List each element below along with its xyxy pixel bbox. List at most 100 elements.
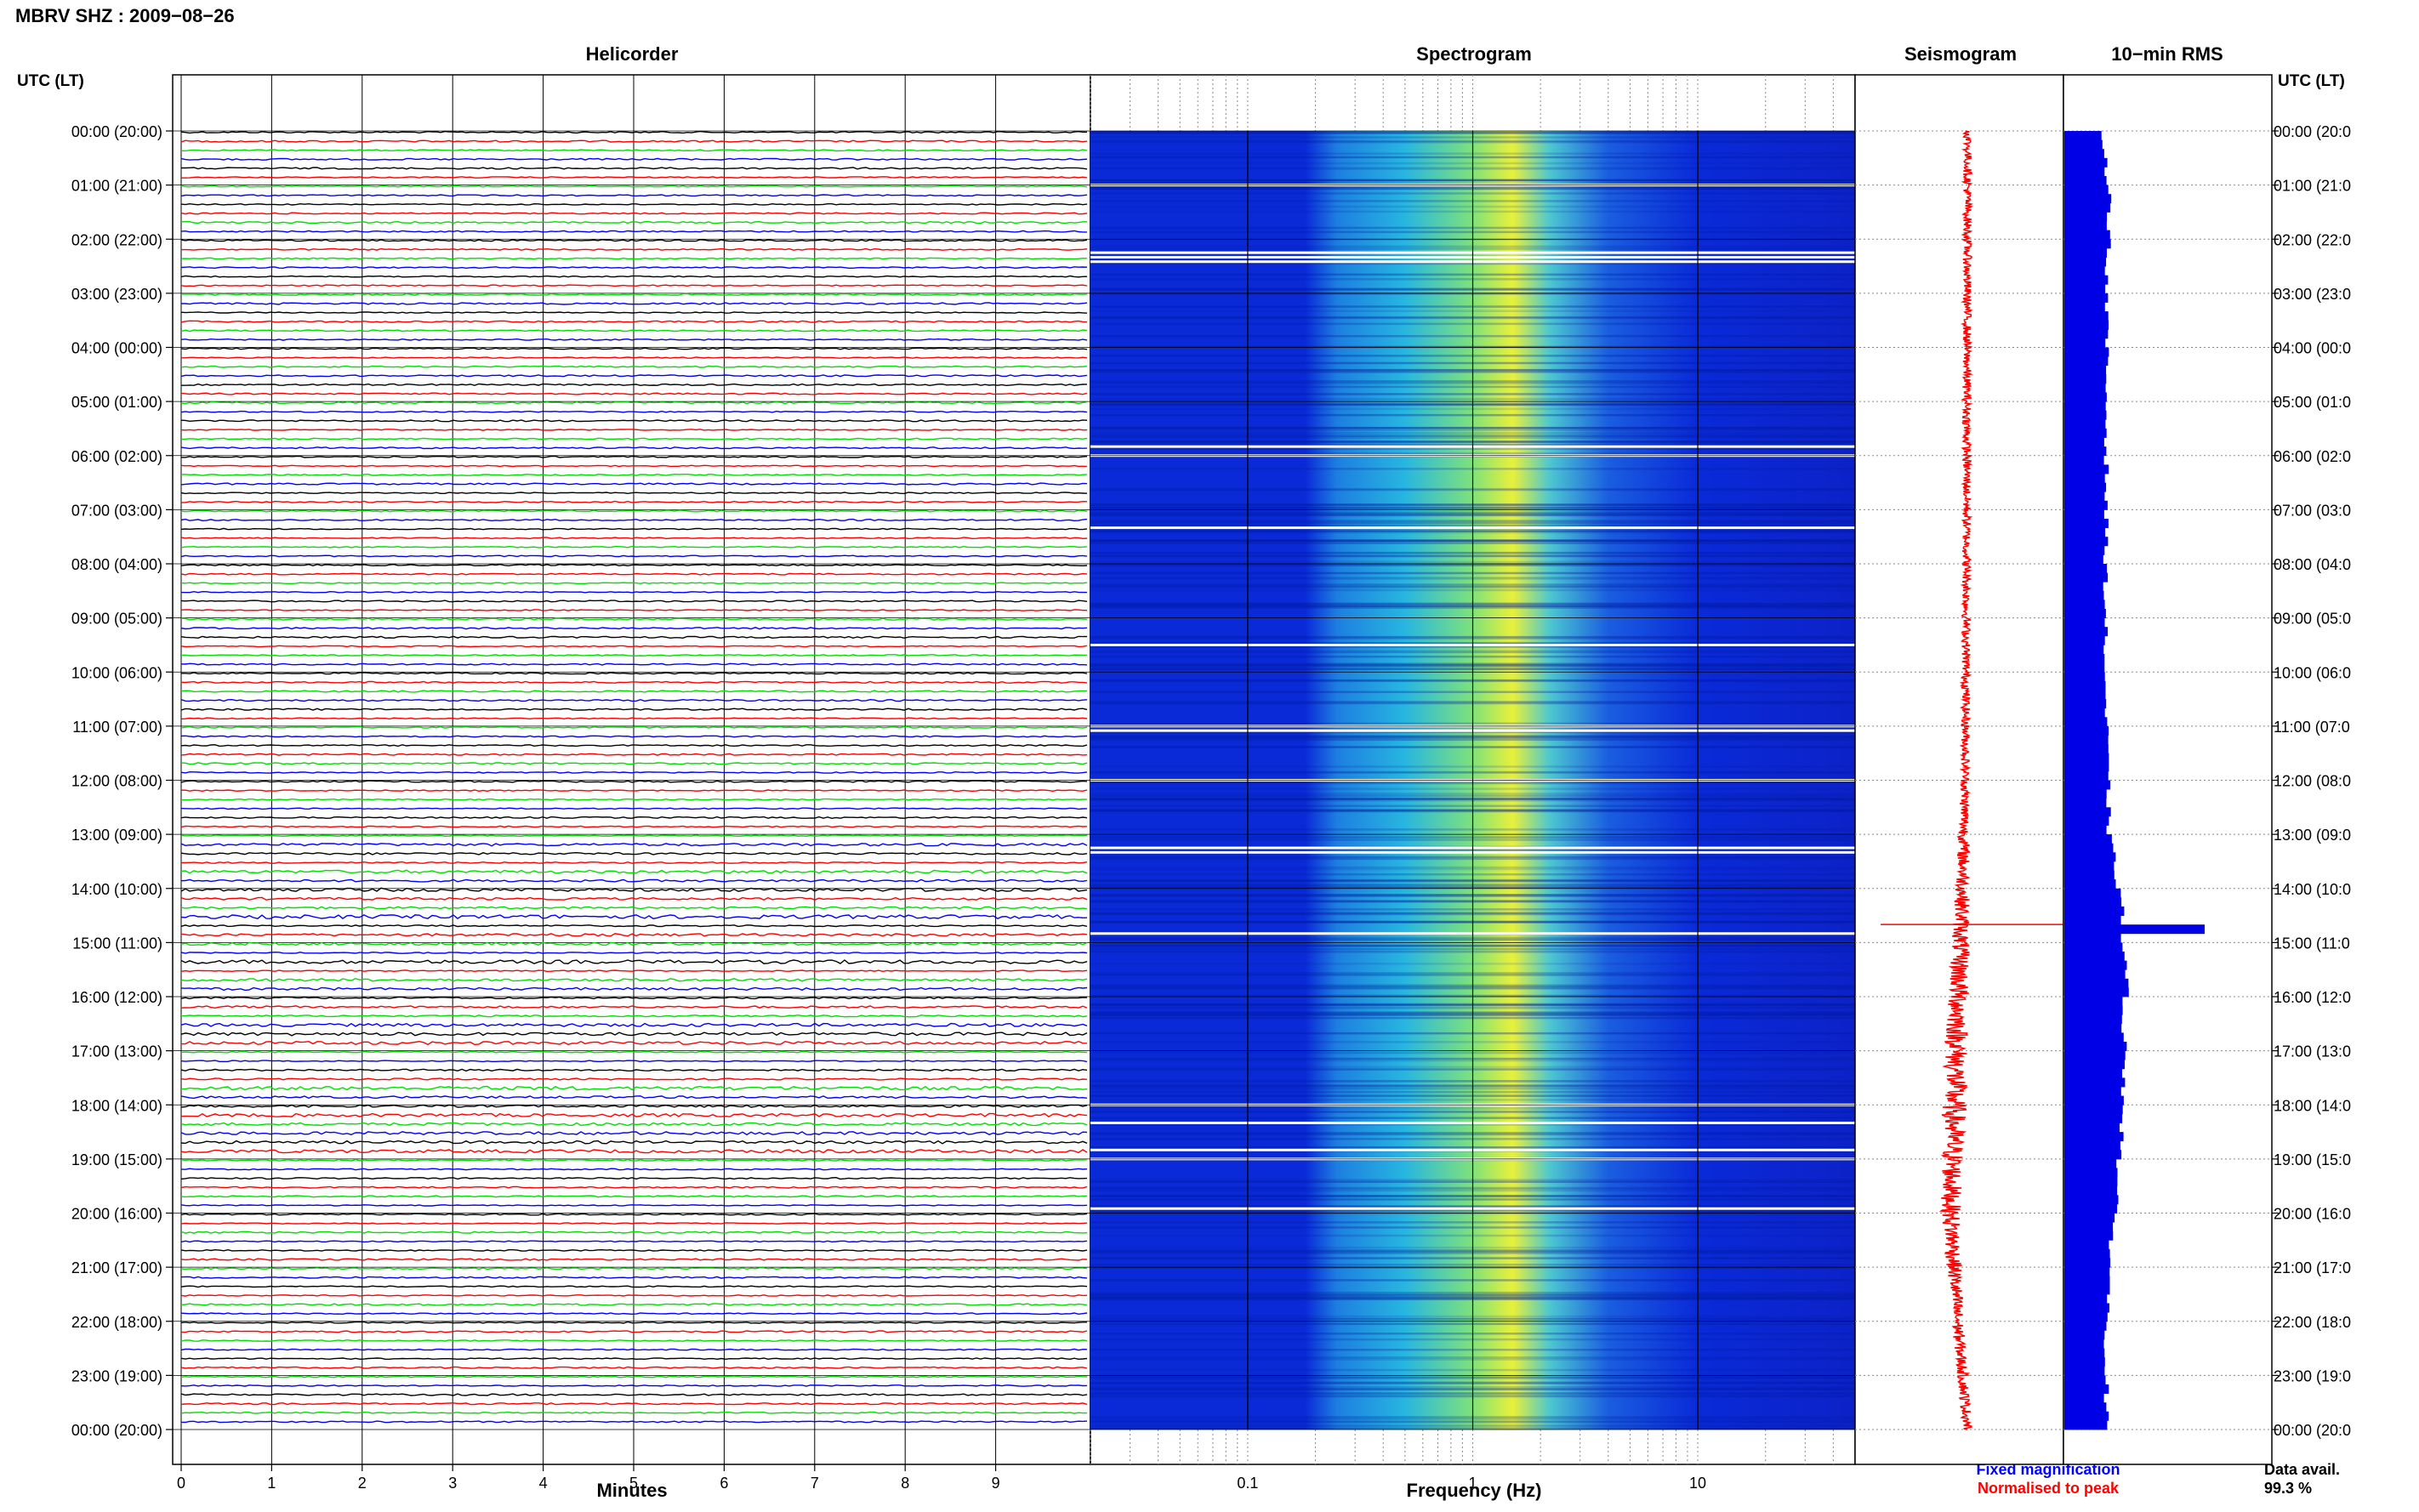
helicorder-trace xyxy=(180,320,1088,323)
rms-bar xyxy=(2064,825,2107,835)
helicorder-trace xyxy=(180,492,1088,495)
right-time-label: 09:00 (05:0 xyxy=(2274,611,2351,628)
helicorder-trace xyxy=(180,202,1088,206)
rms-bar xyxy=(2064,1050,2126,1060)
helicorder-trace xyxy=(180,708,1088,711)
helicorder-trace xyxy=(180,1168,1088,1171)
left-time-axis: 00:00 (20:00) 01:00 (21:00) 02:00 (22:00) 0… xyxy=(71,123,173,1439)
rms-bar xyxy=(2064,247,2107,258)
rms-title: 10−min RMS xyxy=(2111,43,2223,65)
rms-bar xyxy=(2064,1393,2104,1403)
helicorder-trace xyxy=(180,338,1088,341)
right-time-label: 22:00 (18:0 xyxy=(2274,1314,2351,1331)
helicorder-trace xyxy=(180,1077,1088,1081)
helicorder-trace xyxy=(181,302,1088,305)
helicorder-trace xyxy=(180,834,1088,838)
helicorder-x-axis: 0 1 2 3 4 5 6 7 8 9 xyxy=(177,1464,1000,1492)
rms-bar xyxy=(2064,446,2107,457)
helicorder-title: Helicorder xyxy=(586,43,679,65)
rms-bar xyxy=(2064,221,2107,230)
rms-bar xyxy=(2064,185,2109,195)
helicorder-trace xyxy=(180,1149,1088,1154)
helicorder-trace xyxy=(180,635,1088,639)
rms-bar xyxy=(2064,762,2109,772)
helicorder-trace xyxy=(180,563,1088,567)
spectrogram-x-tick-label: 0.1 xyxy=(1237,1475,1258,1492)
helicorder-trace xyxy=(180,284,1088,287)
rms-bar xyxy=(2064,672,2105,682)
helicorder-xlabel: Minutes xyxy=(596,1480,667,1501)
helicorder-trace xyxy=(180,347,1088,350)
left-time-label: 01:00 (21:00) xyxy=(71,178,162,195)
rms-bar xyxy=(2064,437,2104,447)
helicorder-trace xyxy=(180,1294,1088,1297)
helicorder-trace xyxy=(180,816,1088,820)
rms-bar xyxy=(2064,139,2103,150)
helicorder-trace xyxy=(180,977,1088,982)
helicorder-trace xyxy=(180,951,1088,954)
helicorder-trace xyxy=(180,1321,1087,1324)
rms-bar xyxy=(2064,1420,2108,1430)
rms-bar xyxy=(2064,455,2104,465)
rms-bar xyxy=(2064,1240,2109,1250)
helicorder-trace xyxy=(180,1050,1088,1054)
helicorder-trace xyxy=(180,645,1088,648)
helicorder-trace xyxy=(180,1375,1088,1378)
left-time-label: 02:00 (22:00) xyxy=(71,231,162,248)
helicorder-trace xyxy=(180,537,1088,540)
rms-bar xyxy=(2064,492,2105,502)
helicorder-trace xyxy=(180,780,1088,783)
rms-bar xyxy=(2064,1330,2105,1340)
rms-bar xyxy=(2064,807,2111,817)
helicorder-trace xyxy=(180,878,1088,883)
rms-bar xyxy=(2064,590,2104,600)
rms-bar xyxy=(2064,933,2121,943)
rms-bar xyxy=(2064,987,2129,998)
rms-bar xyxy=(2064,1303,2109,1313)
left-time-label: 23:00 (19:00) xyxy=(71,1367,162,1384)
rms-bar xyxy=(2064,662,2105,673)
helicorder-trace xyxy=(180,627,1088,630)
rms-bar xyxy=(2064,1258,2111,1268)
right-time-label: 05:00 (01:0 xyxy=(2274,394,2351,411)
helicorder-trace xyxy=(180,1339,1088,1342)
helicorder-trace xyxy=(180,1420,1088,1424)
rms-bar xyxy=(2064,843,2114,853)
helicorder-trace xyxy=(180,1357,1088,1361)
helicorder-trace xyxy=(180,545,1088,549)
rms-bar xyxy=(2064,690,2106,700)
helicorder-trace xyxy=(180,149,1088,152)
rms-bar xyxy=(2064,1384,2109,1394)
rms-bar xyxy=(2064,699,2107,709)
rms-bar xyxy=(2064,419,2106,429)
right-time-label: 21:00 (17:0 xyxy=(2274,1259,2351,1276)
rms-bar xyxy=(2064,464,2109,475)
right-time-label: 01:00 (21:0 xyxy=(2274,178,2351,195)
left-time-label: 19:00 (15:00) xyxy=(71,1151,162,1168)
helicorder-trace xyxy=(180,1060,1088,1063)
helicorder-trace xyxy=(180,1068,1088,1072)
rms-bar xyxy=(2064,735,2109,745)
spectrogram-x-tick-label: 1 xyxy=(1468,1475,1477,1492)
rms-bar xyxy=(2064,1267,2110,1277)
spectrogram-title: Spectrogram xyxy=(1416,43,1532,65)
helicorder-x-tick-label: 5 xyxy=(629,1475,638,1492)
helicorder-trace xyxy=(180,869,1088,874)
rms-bar xyxy=(2064,329,2109,339)
rms-bar xyxy=(2064,654,2105,663)
helicorder-trace xyxy=(181,176,1088,179)
left-time-label: 21:00 (17:00) xyxy=(71,1259,162,1276)
helicorder-trace xyxy=(180,329,1088,333)
helicorder-trace xyxy=(181,383,1088,387)
helicorder-x-tick-label: 9 xyxy=(992,1475,1000,1492)
rms-bar xyxy=(2064,293,2109,303)
rms-bar xyxy=(2064,1195,2119,1205)
rms-bar xyxy=(2064,1113,2123,1123)
left-time-label: 11:00 (07:00) xyxy=(72,719,162,736)
rms-bar xyxy=(2064,1321,2107,1331)
spectrogram-panel xyxy=(1090,74,1856,1465)
helicorder-trace xyxy=(180,429,1088,431)
rms-bar xyxy=(2064,149,2104,159)
helicorder-trace xyxy=(180,762,1088,765)
rms-bar xyxy=(2064,617,2105,628)
